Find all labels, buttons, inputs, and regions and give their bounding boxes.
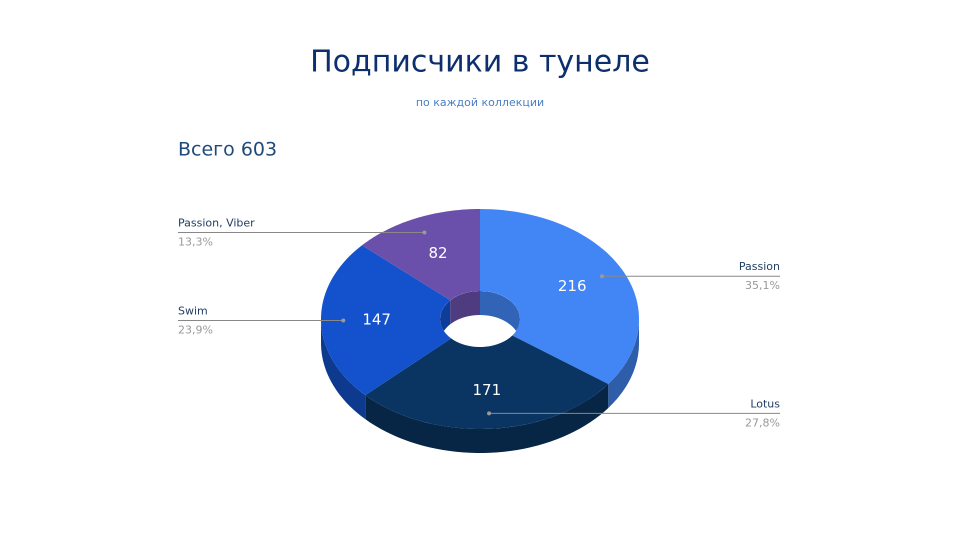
slice [361, 209, 480, 301]
leader-dot [341, 318, 346, 323]
slice-side [365, 384, 609, 453]
data-label: 147 [362, 311, 391, 329]
leader-dot [422, 230, 427, 235]
chart-subtitle: по каждой коллекции [416, 96, 544, 109]
percent-label: 35,1% [745, 279, 780, 292]
slices [321, 209, 639, 429]
chart-title: Подписчики в тунеле [310, 45, 650, 80]
legend-label: Swim [178, 304, 208, 317]
percent-label: 27,8% [745, 416, 780, 429]
slice [321, 245, 452, 396]
slice [480, 209, 639, 385]
legend-label: Lotus [750, 397, 780, 410]
slice-side [608, 319, 639, 409]
data-label: 216 [558, 277, 587, 295]
percent-label: 23,9% [178, 323, 213, 336]
slice-inner-wall [450, 291, 480, 325]
data-label: 171 [473, 381, 502, 399]
slice-side [321, 319, 366, 420]
data-label: 82 [428, 244, 447, 262]
total-annotation: Всего 603 [178, 139, 277, 161]
legend-label: Passion [739, 260, 780, 273]
slice-inner-wall [480, 291, 520, 343]
legend-label: Passion, Viber [178, 217, 255, 230]
percent-label: 13,3% [178, 236, 213, 249]
leader-dot [599, 274, 604, 279]
leader-dot [487, 411, 492, 416]
slice [365, 335, 609, 429]
